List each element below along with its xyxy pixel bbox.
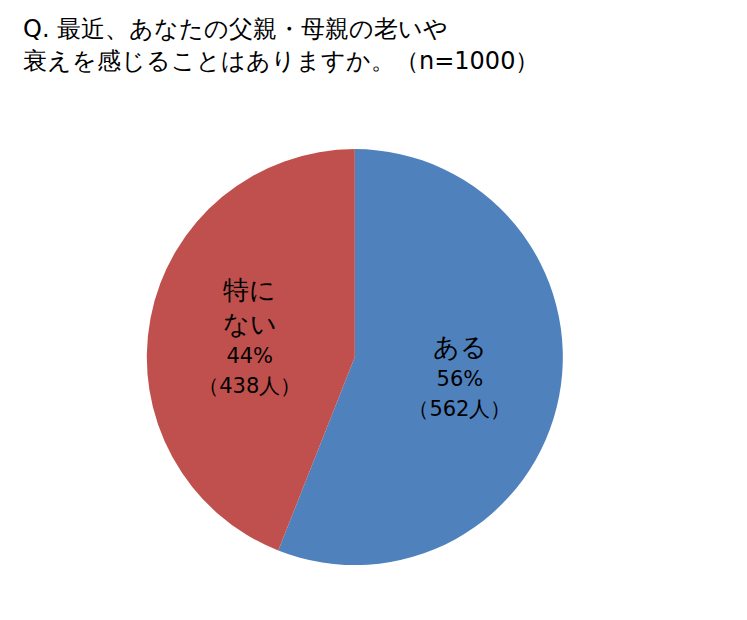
svg-text:56%: 56% xyxy=(437,367,484,391)
svg-text:ある: ある xyxy=(433,332,487,362)
svg-text:（438人）: （438人） xyxy=(198,374,301,398)
svg-text:（562人）: （562人） xyxy=(408,397,511,421)
svg-text:特に: 特に xyxy=(223,275,276,305)
svg-text:Q. 最近、あなたの父親・母親の老いや: Q. 最近、あなたの父親・母親の老いや xyxy=(23,15,448,43)
svg-text:44%: 44% xyxy=(226,344,273,368)
svg-text:ない: ない xyxy=(223,309,277,339)
svg-text:衰えを感じることはありますか。（n=1000）: 衰えを感じることはありますか。（n=1000） xyxy=(23,47,539,75)
